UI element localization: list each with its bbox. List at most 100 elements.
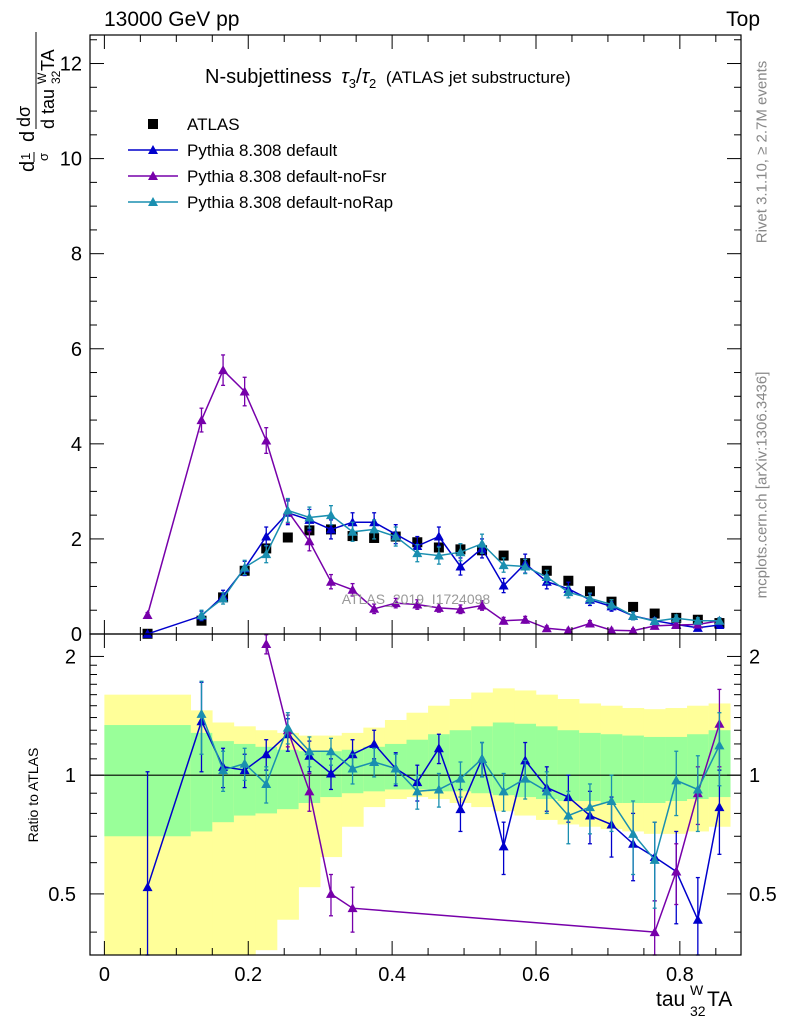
legend: ATLAS Pythia 8.308 default Pythia 8.308 de… [128, 115, 393, 212]
upper-pythia-8-308-default-nofsr-line [146, 368, 720, 632]
legend-marker-triangle [148, 171, 158, 180]
ratio-pythia-8-308-default-nofsr-point [261, 639, 272, 649]
upper-pythia-8-308-default-norap-point [455, 547, 466, 557]
legend-marker-triangle [148, 145, 158, 154]
upper-panel-axes: 0 2 4 6 8 10 12 [60, 34, 742, 646]
upper-pythia-8-308-default-nofsr-point [455, 604, 466, 614]
ratio-pythia-8-308-default-norap-point [498, 786, 509, 796]
upper-pythia-8-308-default-nofsr-point [671, 619, 682, 629]
svg-text:W: W [35, 72, 49, 84]
lower-y-tick-label-right: 0.5 [749, 884, 777, 906]
svg-text:1: 1 [18, 153, 33, 160]
upper-pythia-8-308-default-nofsr-point [628, 625, 639, 635]
ratio-pythia-8-308-default-norap-point [390, 763, 401, 773]
upper-pythia-8-308-default-norap-point [649, 616, 660, 626]
chart-title-sub2: 2 [369, 76, 376, 91]
ratio-pythia-8-308-default-norap-point [692, 784, 703, 794]
ratio-uncertainty-bands [90, 688, 741, 955]
x-tick-label: 0.6 [522, 964, 550, 986]
ratio-pythia-8-308-default-norap-point [628, 828, 639, 838]
upper-pythia-8-308-default-point [142, 628, 153, 638]
lower-frame [89, 633, 742, 956]
upper-pythia-8-308-default-nofsr-point [649, 620, 660, 630]
upper-pythia-8-308-default-point [325, 524, 336, 534]
ratio-pythia-8-308-default-norap-point [196, 708, 207, 718]
ratio-pythia-8-308-default-point [433, 743, 444, 753]
upper-pythia-8-308-default-point [455, 561, 466, 571]
upper-pythia-8-308-default-nofsr-point [606, 625, 617, 635]
legend-entry-label: ATLAS [187, 115, 240, 134]
atlas-data-point [498, 550, 509, 561]
chart-title-tau3: τ [341, 66, 350, 88]
ratio-pythia-8-308-default-norap-point [304, 746, 315, 756]
upper-pythia-8-308-default-norap-point [261, 549, 272, 559]
upper-pythia-8-308-default-norap-point [218, 593, 229, 603]
x-tick-label: 0.4 [378, 964, 406, 986]
x-tick-label: 0.8 [666, 964, 694, 986]
upper-pythia-8-308-default-norap-point [304, 512, 315, 522]
header-process: Top [726, 8, 760, 31]
ratio-pythia-8-308-default-norap-point [433, 784, 444, 794]
ratio-pythia-8-308-default-norap-point [239, 758, 250, 768]
legend-marker-square [148, 119, 158, 129]
ratio-pythia-8-308-default-point [142, 882, 153, 892]
upper-pythia-8-308-default-norap-point [347, 526, 358, 536]
svg-text:dσ: dσ [14, 106, 34, 127]
ratio-pythia-8-308-default-nofsr-point [325, 888, 336, 898]
upper-pythia-8-308-default-norap-point [412, 548, 423, 558]
chart-title-main: N-subjettiness [205, 66, 332, 88]
legend-entry-label: Pythia 8.308 default-noRap [187, 193, 393, 212]
upper-y-tick-label: 8 [71, 244, 82, 266]
ratio-pythia-8-308-default-point [325, 768, 336, 778]
ratio-y-axis-label: Ratio to ATLAS [25, 748, 41, 843]
ratio-pythia-8-308-default-point [692, 914, 703, 924]
atlas-data-point [282, 532, 293, 543]
band-green-bin [190, 732, 213, 832]
upper-pythia-8-308-default-norap-point [584, 593, 595, 603]
x-tick-label: 0.2 [234, 964, 262, 986]
svg-text:32: 32 [49, 70, 63, 84]
x-tick-label: 0 [99, 964, 110, 986]
header-energy: 13000 GeV pp [104, 8, 240, 31]
upper-pythia-8-308-default-nofsr-point [261, 435, 272, 445]
ratio-pythia-8-308-default-norap-point [671, 775, 682, 785]
upper-pythia-8-308-default-norap-point [541, 571, 552, 581]
band-green-bin [643, 736, 666, 804]
band-green-bin [622, 735, 645, 804]
svg-text:32: 32 [690, 1003, 706, 1019]
ratio-pythia-8-308-default-norap-point [325, 746, 336, 756]
lower-y-tick-label-right: 2 [749, 646, 760, 668]
lower-y-tick-label: 2 [65, 646, 76, 668]
upper-y-tick-label: 4 [71, 434, 82, 456]
upper-pythia-8-308-default-norap-point [369, 524, 380, 534]
upper-pythia-8-308-default-nofsr-point [239, 386, 250, 396]
ratio-pythia-8-308-default-norap-point [282, 722, 293, 732]
ratio-pythia-8-308-default-norap-point [218, 765, 229, 775]
ratio-pythia-8-308-default-point [498, 841, 509, 851]
atlas-data-point [584, 586, 595, 597]
upper-pythia-8-308-default-nofsr-point [498, 615, 509, 625]
x-axis-label: tau W 32 TA [656, 982, 732, 1019]
upper-y-tick-label: 10 [60, 149, 82, 171]
ratio-pythia-8-308-default-norap-point [649, 854, 660, 864]
upper-pythia-8-308-default-norap-point [692, 615, 703, 625]
lower-y-tick-label: 1 [65, 765, 76, 787]
ratio-pythia-8-308-default-norap-point [563, 810, 574, 820]
band-green-bin [579, 732, 602, 802]
chart-title-sub3: 3 [349, 76, 356, 91]
ratio-pythia-8-308-default-nofsr-point [671, 866, 682, 876]
upper-pythia-8-308-default-norap-point [606, 599, 617, 609]
upper-pythia-8-308-default-norap-point [477, 538, 488, 548]
upper-pythia-8-308-default-nofsr-point [541, 623, 552, 633]
chart-title-tau2: τ [362, 66, 371, 88]
upper-y-axis-label: d 1 σ d dσ d tau W 32 TA [14, 32, 63, 172]
upper-pythia-8-308-default-norap-point [433, 550, 444, 560]
ratio-pythia-8-308-default-norap-point [541, 786, 552, 796]
upper-pythia-8-308-default-nofsr-point [520, 614, 531, 624]
upper-pythia-8-308-default-norap-point [628, 610, 639, 620]
ratio-pythia-8-308-default-nofsr-point [649, 927, 660, 937]
upper-pythia-8-308-default-norap-point [282, 505, 293, 515]
band-green-bin [492, 722, 515, 796]
svg-text:TA: TA [707, 988, 732, 1011]
